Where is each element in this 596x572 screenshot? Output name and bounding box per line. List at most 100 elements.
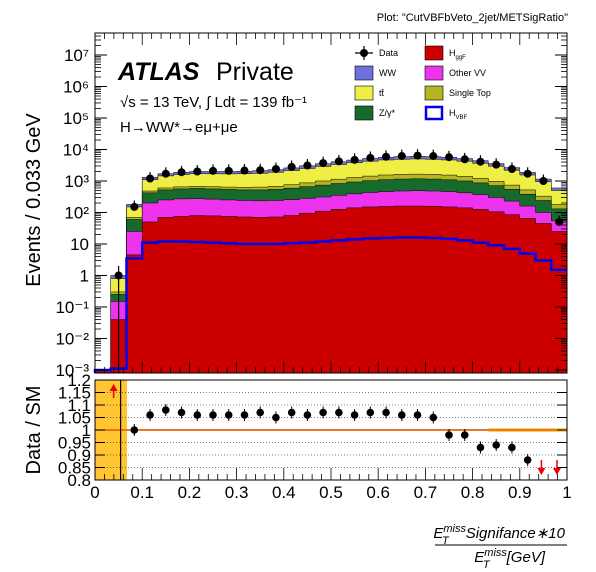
ratio-point (240, 411, 249, 419)
hvbf-line (93, 236, 567, 373)
data-point (492, 160, 501, 169)
legend-swatch (354, 85, 374, 101)
ratio-point (366, 408, 375, 417)
ratio-point (162, 406, 170, 414)
main-y-tick-label: 10⁻³ (55, 361, 89, 380)
ratio-y-tick-label: 1.15 (58, 384, 91, 403)
main-y-tick-label: 10⁴ (63, 140, 89, 159)
legend-swatch (354, 65, 374, 81)
main-x-ticks (94, 33, 568, 373)
private-label: Private (216, 58, 294, 86)
data-point (350, 155, 359, 164)
ratio-up-arrow-head (109, 384, 118, 391)
data-point (161, 169, 170, 178)
x-tick-label: 0.7 (414, 483, 438, 502)
data-point (429, 152, 438, 161)
x-tick-label: 0.9 (508, 483, 532, 502)
x-tick-label: 0.1 (130, 483, 154, 502)
ratio-point (398, 411, 406, 419)
legend-label: Z/γ* (379, 108, 395, 118)
ratio-x-ticks: 0 0.1 0.2 0.3 0.4 0.5 0.6 0.7 0.8 0.9 1 (90, 468, 572, 502)
main-panel: 10⁻³ 10⁻² 10⁻¹ 1 10 10² 10³ 10⁴ 10⁵ 10⁶ 10⁷ (55, 32, 568, 380)
legend-swatch (424, 65, 444, 81)
ratio-y-tick-label: 0.8 (67, 471, 91, 490)
process-label: H→WW*→eμ+μe (120, 119, 238, 136)
ratio-point (523, 456, 532, 464)
legend-label: HVBF (449, 108, 468, 121)
data-point (539, 176, 548, 185)
ratio-point (224, 411, 233, 419)
main-y-tick-label: 10⁵ (63, 109, 89, 128)
legend-swatch (424, 85, 444, 101)
data-point (303, 161, 312, 170)
ratio-point (335, 408, 343, 417)
ratio-point (492, 441, 501, 449)
data-point (523, 169, 532, 178)
ratio-point (193, 411, 202, 419)
main-y-tick-label: 10⁷ (64, 46, 89, 65)
legend-label: WW (379, 68, 396, 78)
ratio-y-tick-label: 1.05 (58, 409, 91, 428)
legend: Data HggF WW Other VV tt̄ Single Top Z/γ* HVBF (354, 45, 491, 121)
legend-label: Data (379, 48, 398, 58)
main-y-tick-label: 1 (80, 266, 89, 285)
ratio-point (177, 408, 186, 417)
legend-label: Single Top (449, 88, 491, 98)
x-axis-label-text: Emiss T Signifance∗10 (433, 523, 565, 547)
hvbf-overlay-layer (93, 236, 567, 373)
main-y-tick-label: 10⁻¹ (55, 298, 89, 317)
data-point (114, 271, 123, 280)
data-point (224, 166, 233, 175)
legend-label: HggF (449, 48, 466, 61)
x-tick-label: 0.4 (272, 483, 296, 502)
data-point (445, 153, 453, 162)
plot-tag: Plot: "CutVBFbVeto_2jet/METSigRatio" (377, 12, 568, 24)
data-point (271, 165, 280, 174)
data-point (287, 162, 296, 171)
x-tick-label: 0 (90, 483, 99, 502)
data-point (177, 168, 186, 177)
data-point (240, 166, 249, 175)
data-point (476, 157, 485, 166)
ratio-point (508, 443, 516, 452)
ratio-point (146, 411, 154, 419)
ratio-point (445, 431, 453, 439)
main-y-tick-label: 10⁶ (63, 78, 89, 97)
main-y-tick-label: 10³ (64, 172, 89, 191)
ratio-point (256, 408, 265, 417)
x-tick-label: 1 (562, 483, 571, 502)
ratio-y-tick-label: 0.95 (58, 434, 91, 453)
x-tick-label: 0.2 (178, 483, 202, 502)
main-y-axis-label: Events / 0.033 GeV (23, 113, 45, 287)
data-point (334, 157, 343, 166)
ratio-point (303, 411, 312, 419)
x-tick-label: 0.8 (461, 483, 485, 502)
ratio-point (287, 408, 296, 417)
ratio-point (319, 408, 327, 417)
ratio-point (350, 411, 359, 419)
stack-h-ggf (94, 205, 568, 374)
x-tick-label: 0.5 (319, 483, 343, 502)
data-point (193, 167, 202, 176)
data-point (146, 174, 155, 183)
ratio-y-tick-label: 0.9 (67, 446, 91, 465)
main-y-tick-label: 10² (64, 203, 89, 222)
ratio-y-axis-label: Data / SM (23, 386, 45, 475)
data-point (397, 152, 406, 161)
x-tick-label: 0.6 (366, 483, 390, 502)
data-point (382, 152, 391, 161)
ratio-down-arrow-head (537, 468, 546, 475)
legend-label: tt̄ (379, 88, 385, 98)
data-point (256, 166, 265, 175)
data-point (555, 217, 564, 226)
ratio-point (460, 431, 469, 439)
ratio-y-tick-label: 0.85 (58, 459, 91, 478)
atlas-label: ATLAS (117, 58, 200, 86)
ratio-gridlines (95, 392, 567, 468)
data-point (460, 155, 469, 164)
data-point (413, 151, 422, 160)
ratio-point (209, 411, 217, 419)
